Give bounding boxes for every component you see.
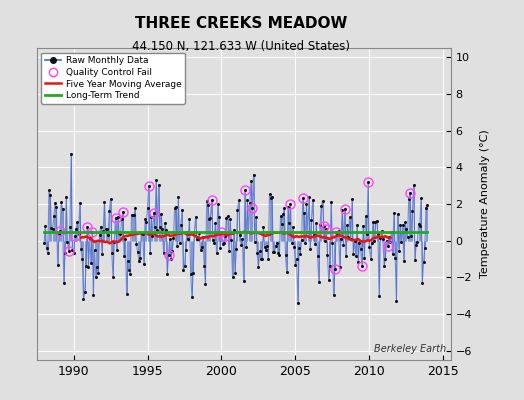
Text: THREE CREEKS MEADOW: THREE CREEKS MEADOW xyxy=(135,16,347,31)
Text: 44.150 N, 121.633 W (United States): 44.150 N, 121.633 W (United States) xyxy=(132,40,350,53)
Legend: Raw Monthly Data, Quality Control Fail, Five Year Moving Average, Long-Term Tren: Raw Monthly Data, Quality Control Fail, … xyxy=(41,52,185,104)
Text: Berkeley Earth: Berkeley Earth xyxy=(374,344,446,354)
Y-axis label: Temperature Anomaly (°C): Temperature Anomaly (°C) xyxy=(481,130,490,278)
